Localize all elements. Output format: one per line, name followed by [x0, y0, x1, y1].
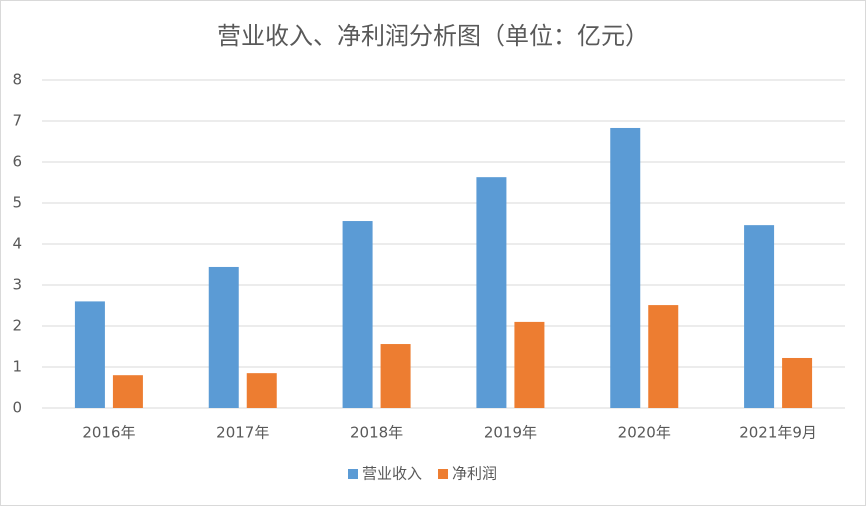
legend-swatch: [348, 469, 358, 479]
bar: [246, 373, 277, 408]
x-tick-label: 2019年: [484, 424, 537, 442]
bar: [342, 221, 373, 408]
bar: [380, 344, 411, 408]
y-tick-label: 3: [12, 276, 22, 294]
legend-label: 净利润: [452, 465, 497, 483]
bar: [208, 266, 239, 408]
y-tick-label: 5: [12, 194, 22, 212]
y-tick-label: 7: [12, 112, 22, 130]
bar: [782, 357, 813, 408]
legend-swatch: [438, 469, 449, 479]
bar: [476, 177, 507, 408]
bar: [514, 321, 545, 408]
bar: [74, 301, 105, 408]
bar: [610, 127, 641, 408]
x-tick-label: 2018年: [350, 424, 403, 442]
y-tick-label: 0: [12, 399, 22, 417]
x-tick-label: 2017年: [216, 424, 269, 442]
x-tick-label: 2020年: [618, 424, 671, 442]
y-tick-label: 6: [12, 153, 22, 171]
y-tick-label: 1: [12, 358, 22, 376]
bar: [112, 375, 143, 408]
bar: [648, 305, 679, 408]
x-tick-label: 2021年9月: [739, 424, 817, 442]
y-tick-label: 4: [12, 235, 22, 253]
chart-title: 营业收入、净利润分析图（单位：亿元）: [217, 22, 649, 50]
x-tick-label: 2016年: [82, 424, 135, 442]
y-tick-label: 8: [12, 71, 22, 89]
y-tick-label: 2: [12, 317, 22, 335]
legend-label: 营业收入: [362, 465, 422, 483]
bar: [744, 225, 775, 408]
